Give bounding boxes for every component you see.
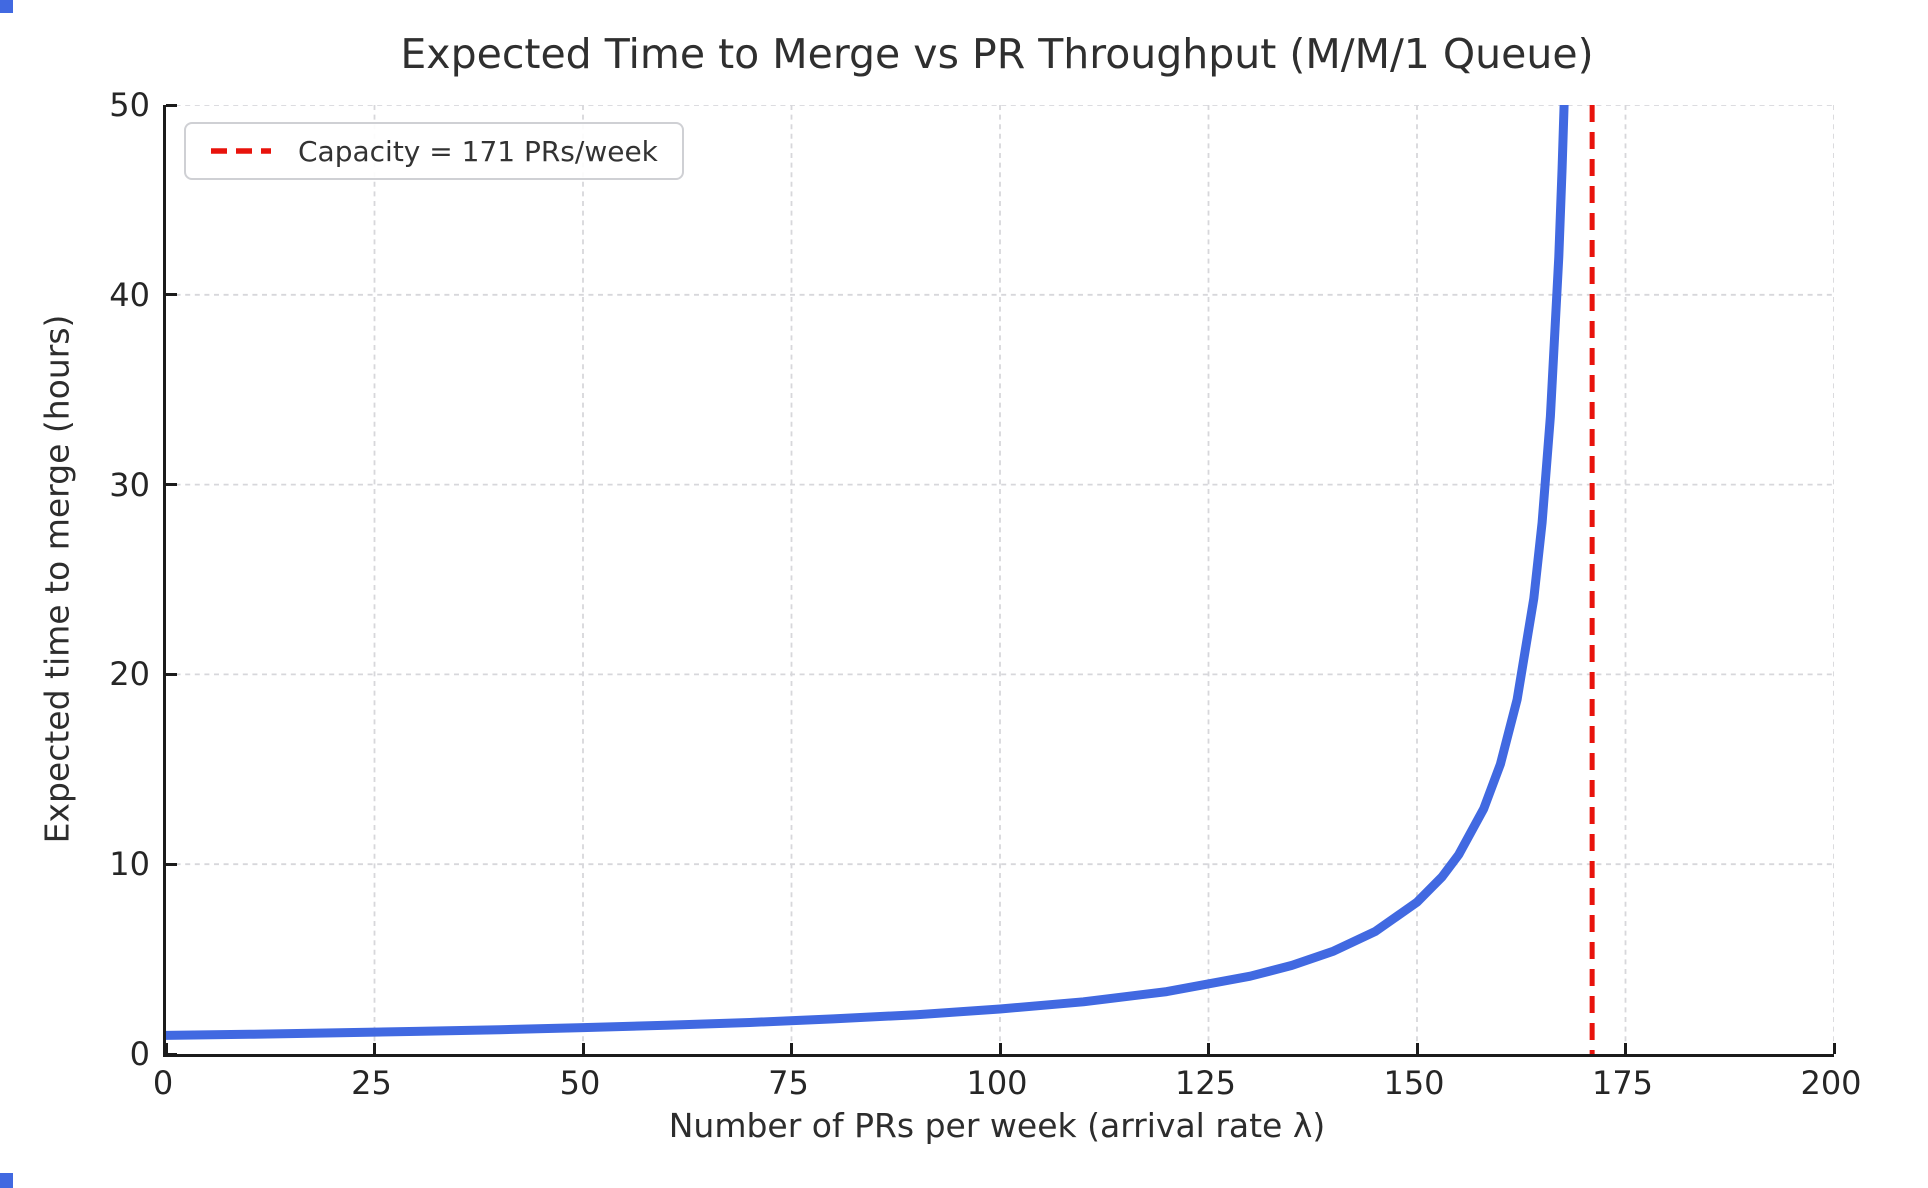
x-tick-mark [373,1043,376,1054]
plot-canvas [166,105,1834,1054]
y-axis-label: Expected time to merge (hours) [37,314,77,844]
y-tick-label: 20 [109,655,150,694]
y-tick-mark [166,862,177,866]
x-tick-mark [1415,1043,1419,1054]
x-tick-label: 50 [559,1064,601,1102]
y-tick-mark [166,672,177,676]
y-tick-label: 0 [129,1035,150,1073]
y-tick-mark [166,483,177,487]
legend: Capacity = 171 PRs/week [184,122,684,180]
chart-title: Expected Time to Merge vs PR Throughput … [400,30,1594,78]
x-tick-label: 75 [768,1064,809,1102]
plot-area: Capacity = 171 PRs/week [163,103,1836,1057]
x-tick-mark [1832,1043,1836,1054]
y-tick-label: 10 [109,845,150,884]
x-tick-label: 175 [1591,1064,1654,1102]
x-tick-mark [1207,1043,1210,1054]
x-tick-mark [581,1043,585,1054]
y-tick-label: 50 [109,86,150,124]
y-tick-label: 40 [109,275,150,314]
x-tick-mark [998,1043,1002,1054]
x-tick-mark [790,1043,793,1054]
x-tick-label: 150 [1383,1064,1445,1102]
x-tick-label: 0 [152,1064,174,1102]
series-line [166,105,1569,1040]
x-tick-label: 200 [1800,1064,1862,1102]
y-tick-mark [166,1052,177,1056]
x-tick-mark [164,1043,168,1054]
x-tick-label: 25 [351,1064,392,1102]
legend-label: Capacity = 171 PRs/week [298,134,658,168]
x-tick-label: 125 [1174,1064,1237,1102]
y-tick-mark [166,293,177,297]
y-tick-mark [166,103,177,107]
y-tick-label: 30 [109,465,150,504]
x-tick-label: 100 [966,1064,1028,1102]
corner-artifact-bottom-left [0,1173,13,1188]
x-axis-label: Number of PRs per week (arrival rate λ) [668,1106,1326,1145]
legend-dashed-line-icon [211,148,271,154]
corner-artifact-top-left [0,0,13,13]
x-tick-mark [1624,1043,1627,1054]
